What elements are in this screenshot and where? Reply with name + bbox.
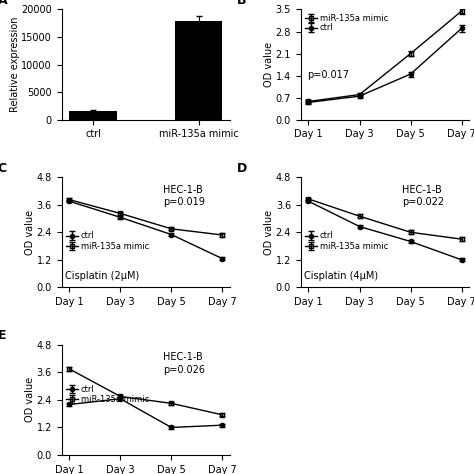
Text: B: B [237, 0, 246, 7]
Text: p=0.022: p=0.022 [402, 197, 444, 207]
Text: E: E [0, 329, 6, 342]
Text: HEC-1-B: HEC-1-B [163, 353, 202, 363]
Text: HEC-1-B: HEC-1-B [402, 185, 442, 195]
Text: Cisplatin (2μM): Cisplatin (2μM) [65, 271, 139, 281]
Legend: ctrl, miR-135a mimic: ctrl, miR-135a mimic [305, 231, 388, 251]
Y-axis label: OD value: OD value [25, 377, 35, 422]
Legend: ctrl, miR-135a mimic: ctrl, miR-135a mimic [66, 385, 149, 404]
Text: HEC-1-B: HEC-1-B [163, 185, 202, 195]
Y-axis label: Relative expression: Relative expression [10, 17, 20, 112]
Text: A: A [0, 0, 7, 7]
Text: p=0.026: p=0.026 [163, 365, 205, 374]
Bar [175, 20, 222, 120]
Text: p=0.017: p=0.017 [308, 70, 349, 80]
Text: D: D [237, 162, 247, 174]
Legend: miR-135a mimic, ctrl: miR-135a mimic, ctrl [305, 14, 388, 33]
Legend: ctrl, miR-135a mimic: ctrl, miR-135a mimic [66, 231, 149, 251]
Y-axis label: OD value: OD value [264, 210, 274, 255]
Text: Cisplatin (4μM): Cisplatin (4μM) [304, 271, 378, 281]
Bar [69, 111, 117, 120]
Text: C: C [0, 162, 7, 174]
Y-axis label: OD value: OD value [25, 210, 35, 255]
Text: p=0.019: p=0.019 [163, 197, 205, 207]
Y-axis label: OD value: OD value [264, 42, 274, 87]
